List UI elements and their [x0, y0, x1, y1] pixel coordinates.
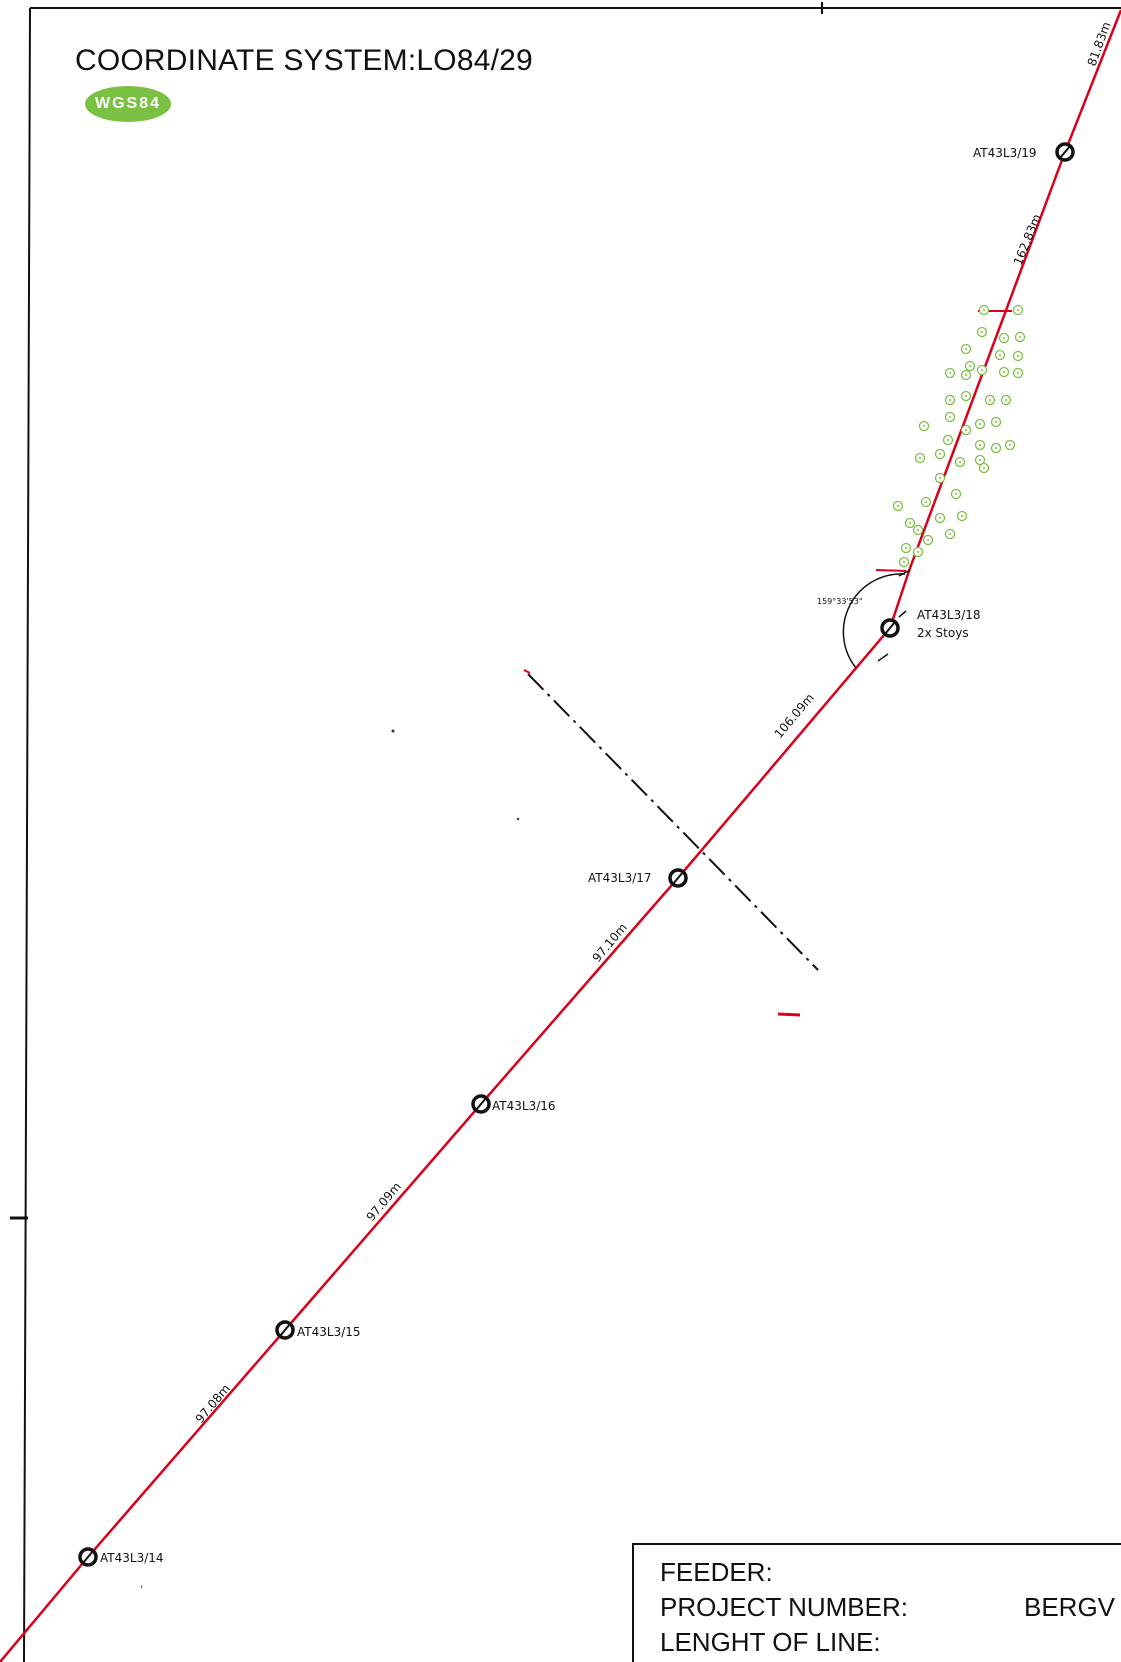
tree-icon-center: [1017, 372, 1019, 374]
tree-icon-center: [961, 515, 963, 517]
tree-icon-center: [965, 374, 967, 376]
pole-marker-slash: [672, 871, 684, 885]
span-label: 97.08m: [193, 1382, 233, 1426]
pole-marker-slash: [1059, 145, 1071, 159]
tree-icon-center: [949, 372, 951, 374]
tree-icon-center: [981, 331, 983, 333]
pole-marker-slash: [884, 621, 896, 635]
wgs84-badge: WGS84: [85, 86, 171, 122]
tree-icon-center: [979, 423, 981, 425]
tree-icon-center: [949, 533, 951, 535]
power-line: [0, 9, 1121, 1662]
length-label: LENGHT OF LINE:: [660, 1627, 881, 1657]
tree-icon-center: [955, 493, 957, 495]
tree-icon-center: [1005, 399, 1007, 401]
tree-icon-center: [1009, 444, 1011, 446]
tree-icon-center: [909, 522, 911, 524]
title-block: FEEDER: PROJECT NUMBER: BERGV LENGHT OF …: [632, 1543, 1121, 1662]
tree-icon-center: [925, 501, 927, 503]
tree-icon-center: [939, 517, 941, 519]
tree-icon-center: [919, 457, 921, 459]
tree-icon-center: [927, 539, 929, 541]
pole-label: AT43L3/19: [973, 146, 1037, 160]
tree-icon-center: [995, 447, 997, 449]
pole-marker-slash: [279, 1323, 291, 1337]
tree-icon-center: [981, 369, 983, 371]
pole-label: AT43L3/17: [588, 871, 652, 885]
tree-icon-center: [989, 399, 991, 401]
angle-arc-tick: [898, 569, 911, 577]
coordinate-system-title: COORDINATE SYSTEM:LO84/29: [75, 44, 533, 77]
tree-icon-center: [995, 421, 997, 423]
project-number-label: PROJECT NUMBER:: [660, 1592, 908, 1622]
tree-icon-center: [949, 416, 951, 418]
pole-label: AT43L3/16: [492, 1099, 556, 1113]
crossing-marker-bottom: [777, 1012, 801, 1017]
project-number-value: BERGV: [1024, 1592, 1116, 1622]
angle-arc: [842, 573, 906, 669]
tree-icon-center: [1003, 371, 1005, 373]
pole-note: 2x Stoys: [917, 626, 969, 640]
pole-label: AT43L3/18: [917, 608, 981, 622]
frame-left: [23, 7, 31, 1662]
feeder-label: FEEDER:: [660, 1557, 773, 1587]
tree-icon-center: [965, 429, 967, 431]
tree-icon-center: [1017, 309, 1019, 311]
crossing-marker-top: [523, 669, 531, 674]
stay-tick-2: [898, 610, 907, 618]
tree-icon-center: [897, 505, 899, 507]
span-label: 106.09m: [772, 691, 817, 741]
tree-icon-center: [983, 309, 985, 311]
tree-icon-center: [965, 395, 967, 397]
span-label: 162.83m: [1011, 212, 1044, 267]
tree-icon-center: [969, 365, 971, 367]
tree-cluster: [892, 304, 1026, 568]
stay-tick: [877, 653, 889, 662]
tree-icon-center: [917, 529, 919, 531]
tree-icon-center: [965, 348, 967, 350]
tree-icon-center: [949, 399, 951, 401]
tree-icon-center: [939, 477, 941, 479]
span-label: 81.83m: [1085, 20, 1114, 68]
tree-icon-center: [917, 551, 919, 553]
veg-marker-bottom: [875, 569, 907, 572]
pole-marker-slash: [82, 1550, 94, 1564]
tree-icon-center: [903, 561, 905, 563]
tree-icon-center: [923, 425, 925, 427]
angle-label: 159°33'53": [817, 597, 863, 606]
tree-icon-center: [1019, 336, 1021, 338]
span-label: 97.10m: [590, 921, 630, 965]
tree-icon-center: [979, 459, 981, 461]
scan-speck: [391, 729, 395, 733]
tree-icon-center: [959, 461, 961, 463]
tree-icon-center: [983, 467, 985, 469]
scan-speck: [516, 817, 520, 821]
pole-label: AT43L3/15: [297, 1325, 361, 1339]
tree-icon-center: [999, 354, 1001, 356]
scan-mark: ': [140, 1583, 143, 1597]
pole-label: AT43L3/14: [100, 1551, 164, 1565]
tree-icon-center: [979, 444, 981, 446]
crossing-road: [527, 673, 819, 971]
tree-icon-center: [947, 439, 949, 441]
tree-icon-center: [939, 453, 941, 455]
pole-marker-slash: [475, 1097, 487, 1111]
tree-icon-center: [1003, 337, 1005, 339]
tree-icon-center: [1017, 355, 1019, 357]
tree-icon-center: [905, 547, 907, 549]
